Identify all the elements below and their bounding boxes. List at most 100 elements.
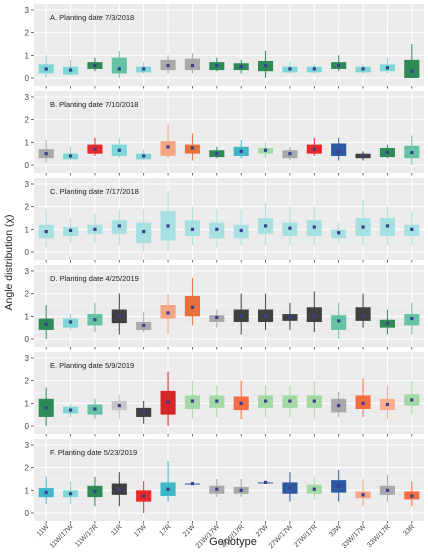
box-11W/17R bbox=[87, 302, 103, 333]
median-point bbox=[410, 494, 414, 498]
box-17W bbox=[136, 401, 152, 424]
median-point bbox=[385, 321, 390, 325]
median-point bbox=[44, 491, 48, 495]
y-tick-label: 0 bbox=[25, 335, 30, 344]
panel-title: D. Planting date 4/25/2019 bbox=[50, 274, 139, 283]
box-11W bbox=[38, 140, 54, 163]
box-17R bbox=[160, 460, 176, 502]
median-point bbox=[337, 404, 341, 408]
box-17R bbox=[160, 190, 176, 252]
box-33R bbox=[404, 481, 420, 507]
y-axis-label: Angle distribution (χ) bbox=[3, 215, 15, 311]
median-point bbox=[215, 487, 219, 491]
median-point bbox=[263, 63, 268, 68]
median-point bbox=[361, 154, 365, 158]
box-11W/17R bbox=[87, 398, 103, 420]
box-11W/17W bbox=[63, 481, 79, 504]
box-33W/17W bbox=[355, 479, 371, 507]
y-tick-label: 1 bbox=[25, 225, 30, 234]
box-11W bbox=[38, 476, 54, 504]
box-11W/17R bbox=[87, 137, 103, 156]
median-point bbox=[312, 147, 316, 151]
box-11W/17W bbox=[63, 146, 79, 161]
box-17R bbox=[160, 124, 176, 159]
x-tick-label: 33R bbox=[402, 523, 416, 537]
box-33R bbox=[404, 44, 420, 78]
median-point bbox=[166, 63, 170, 68]
median-point bbox=[337, 63, 341, 68]
median-point bbox=[312, 399, 316, 403]
y-tick-label: 3 bbox=[25, 354, 30, 363]
box-33W/17W bbox=[355, 151, 371, 161]
median-point bbox=[142, 154, 146, 158]
median-point bbox=[117, 314, 121, 318]
median-point bbox=[361, 314, 365, 318]
median-point bbox=[166, 145, 170, 149]
box-11W bbox=[38, 305, 54, 339]
box-27W/17R bbox=[306, 291, 322, 333]
median-point bbox=[190, 399, 195, 403]
median-point bbox=[215, 399, 219, 403]
x-axis-label: Genotype bbox=[209, 536, 257, 548]
median-point bbox=[190, 305, 195, 309]
box-11R bbox=[111, 293, 127, 335]
panel-1: 0 1 2 3 A. Planting date 7/3/2018 bbox=[25, 4, 424, 89]
median-point bbox=[68, 408, 73, 412]
box-27W bbox=[258, 50, 274, 78]
median-point bbox=[190, 63, 195, 68]
box-27W/17W bbox=[282, 62, 298, 74]
box-33W bbox=[331, 222, 347, 243]
x-tick-label: 21W bbox=[182, 523, 197, 538]
median-point bbox=[312, 314, 316, 318]
box-33R bbox=[404, 380, 420, 415]
box-33W/17W bbox=[355, 378, 371, 417]
box-17R bbox=[160, 293, 176, 335]
box-11W bbox=[38, 387, 54, 426]
box-33W bbox=[331, 137, 347, 161]
box-11W/17W bbox=[63, 218, 79, 243]
box-33W/17R bbox=[379, 144, 395, 159]
box-33W/17W bbox=[355, 199, 371, 246]
x-tick-label: 11W/17R bbox=[74, 523, 99, 548]
median-point bbox=[312, 487, 316, 491]
box-27W/17R bbox=[306, 137, 322, 156]
box-27W bbox=[258, 293, 274, 330]
x-tick-label: 17W bbox=[133, 523, 148, 538]
box-21W/17W bbox=[209, 309, 225, 328]
x-tick-label: 11W bbox=[36, 523, 51, 538]
median-point bbox=[117, 404, 121, 408]
y-tick-label: 0 bbox=[25, 422, 30, 431]
box-33W/17R bbox=[379, 309, 395, 335]
median-point bbox=[263, 399, 268, 403]
box-21W/17R bbox=[233, 293, 249, 335]
box-17W bbox=[136, 62, 152, 74]
box-27W/17R bbox=[306, 476, 322, 500]
y-tick-label: 2 bbox=[25, 290, 30, 299]
box-27W/17W bbox=[282, 385, 298, 417]
box-33W/17R bbox=[379, 474, 395, 502]
y-tick-label: 1 bbox=[25, 51, 30, 60]
median-point bbox=[93, 407, 97, 411]
median-point bbox=[93, 63, 97, 68]
median-point bbox=[239, 149, 243, 153]
box-27W bbox=[258, 202, 274, 246]
median-point bbox=[385, 224, 390, 228]
median-point bbox=[288, 67, 292, 71]
median-point bbox=[263, 148, 268, 152]
panel-5: 0 1 2 3 E. Planting date 5/9/2019 bbox=[25, 352, 424, 437]
x-tick-label: 17R bbox=[158, 523, 172, 537]
box-21W bbox=[184, 133, 200, 161]
box-21W/17W bbox=[209, 57, 225, 72]
x-tick-label: 11R bbox=[110, 523, 124, 537]
box-27W bbox=[258, 142, 274, 159]
y-tick-label: 0 bbox=[25, 74, 30, 83]
median-point bbox=[215, 63, 219, 68]
x-tick-label: 33W/17R bbox=[366, 523, 392, 549]
median-point bbox=[190, 481, 195, 486]
panel-title: E. Planting date 5/9/2019 bbox=[50, 361, 134, 370]
median-point bbox=[44, 230, 48, 234]
box-27W/17R bbox=[306, 64, 322, 74]
median-point bbox=[117, 67, 121, 71]
box-33W/17W bbox=[355, 64, 371, 74]
